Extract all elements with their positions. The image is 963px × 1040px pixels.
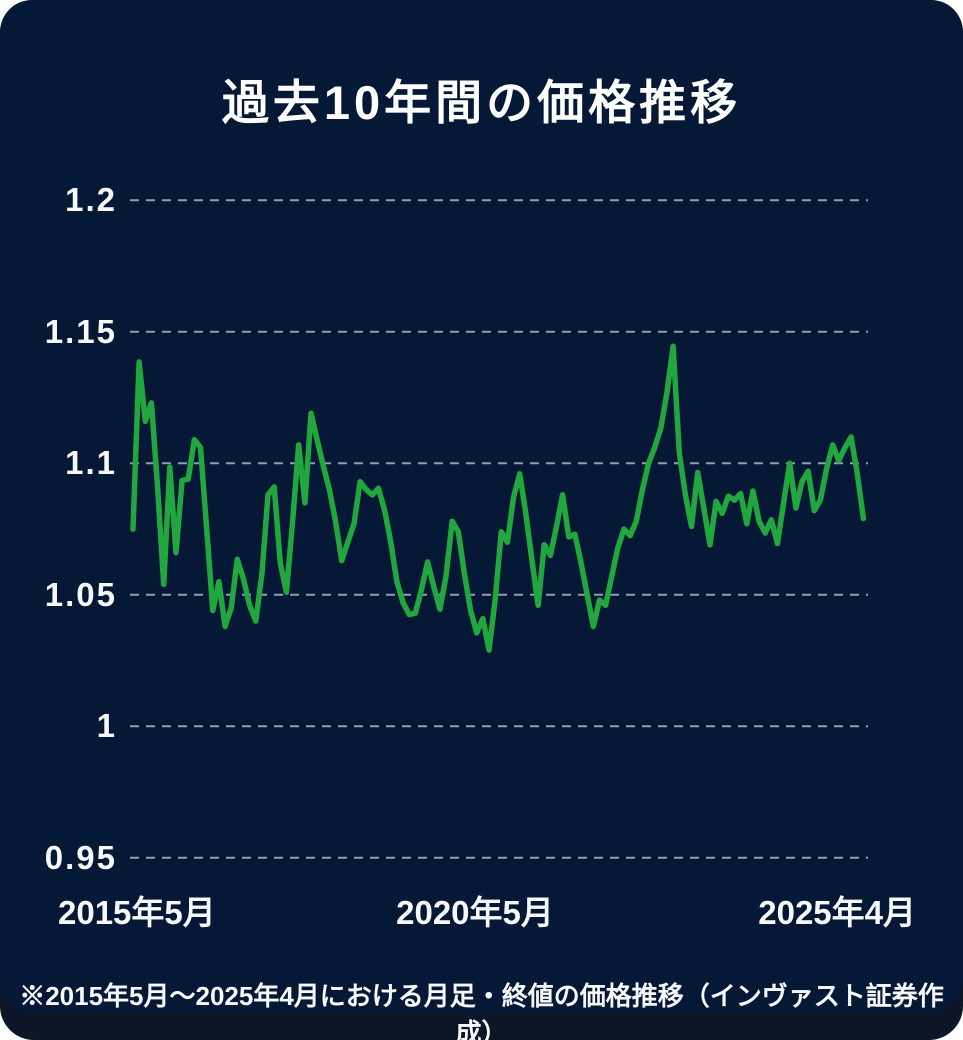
- price-line: [130, 343, 867, 653]
- gridlines: [130, 199, 868, 859]
- x-axis-tick-middle: 2020年5月: [396, 894, 554, 931]
- y-axis-tick-label: 1.15: [44, 312, 117, 350]
- y-axis-tick-label: 1.1: [65, 444, 117, 482]
- y-axis-tick-label: 0.95: [44, 838, 117, 876]
- y-axis-tick-label: 1: [96, 707, 117, 745]
- y-axis-tick-label: 1.2: [65, 181, 117, 219]
- y-axis-tick-label: 1.05: [44, 575, 117, 613]
- x-axis-tick-end: 2025年4月: [758, 894, 916, 931]
- x-axis-tick-start: 2015年5月: [58, 894, 216, 931]
- chart-title: 過去10年間の価格推移: [221, 76, 742, 129]
- footnote: ※2015年5月～2025年4月における月足・終値の価格推移（インヴァスト証券作…: [19, 981, 944, 1040]
